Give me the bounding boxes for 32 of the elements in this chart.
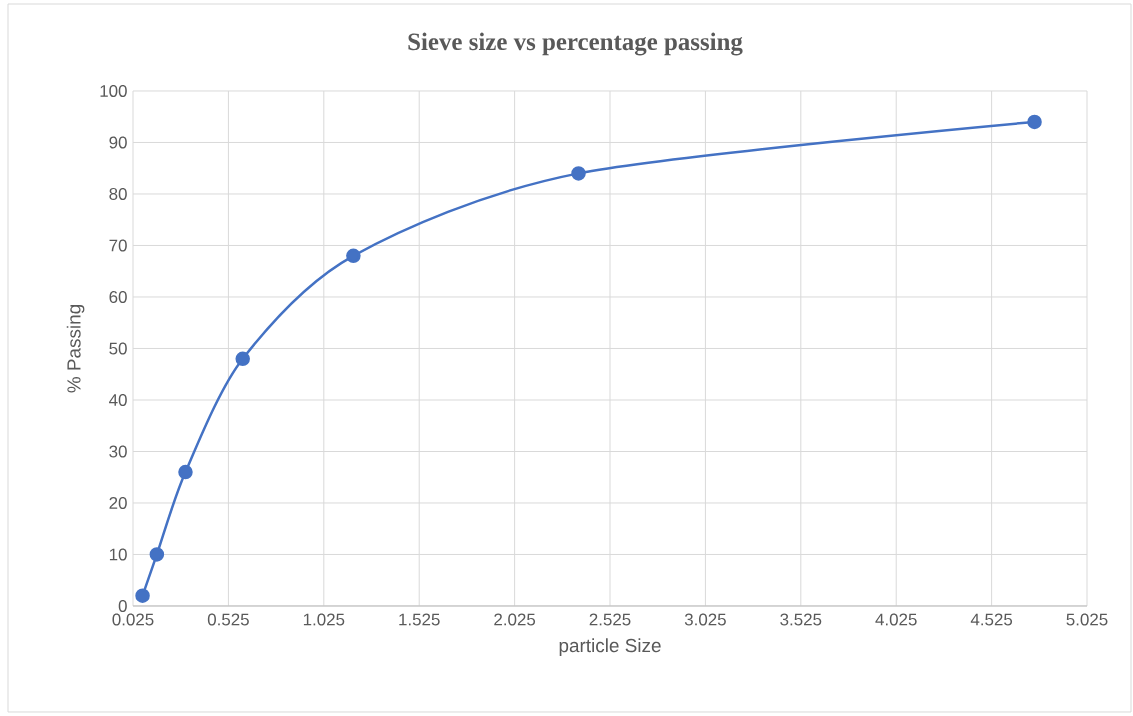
chart-title: Sieve size vs percentage passing (408, 32, 743, 56)
x-tick-label: 3.025 (684, 613, 726, 626)
y-tick-label: 20 (109, 496, 127, 509)
y-tick-label: 60 (109, 290, 127, 303)
y-tick-label: 0 (118, 599, 127, 612)
x-tick-label: 3.525 (780, 613, 822, 626)
point (149, 547, 165, 562)
y-tick-label: 30 (109, 445, 127, 458)
y-tick-label: 40 (109, 393, 127, 406)
x-tick-label: 1.525 (399, 613, 440, 626)
point (1027, 114, 1042, 130)
x-tick-label: 1.025 (303, 613, 345, 626)
point (135, 588, 150, 603)
y-tick-label: 70 (109, 239, 127, 252)
point (571, 166, 586, 181)
x-tick-label: 0.025 (112, 613, 154, 626)
x-tick-label: 5.025 (1066, 613, 1108, 626)
y-axis-title: % Passing (66, 305, 85, 393)
x-tick-label: 4.525 (970, 613, 1013, 626)
y-tick-label: 10 (109, 548, 127, 561)
x-tick-label: 4.025 (875, 613, 917, 626)
x-tick-label: 2.525 (589, 613, 631, 626)
y-tick-label: 50 (109, 342, 127, 355)
x-tick-label: 0.525 (207, 613, 249, 626)
x-axis-title: particle Size (559, 638, 661, 656)
point (178, 464, 193, 480)
y-tick-label: 100 (100, 84, 127, 97)
x-tick-label: 2.025 (494, 613, 536, 626)
y-tick-label: 80 (109, 187, 127, 200)
point (346, 248, 361, 264)
y-tick-label: 90 (109, 136, 127, 149)
point (235, 351, 250, 367)
